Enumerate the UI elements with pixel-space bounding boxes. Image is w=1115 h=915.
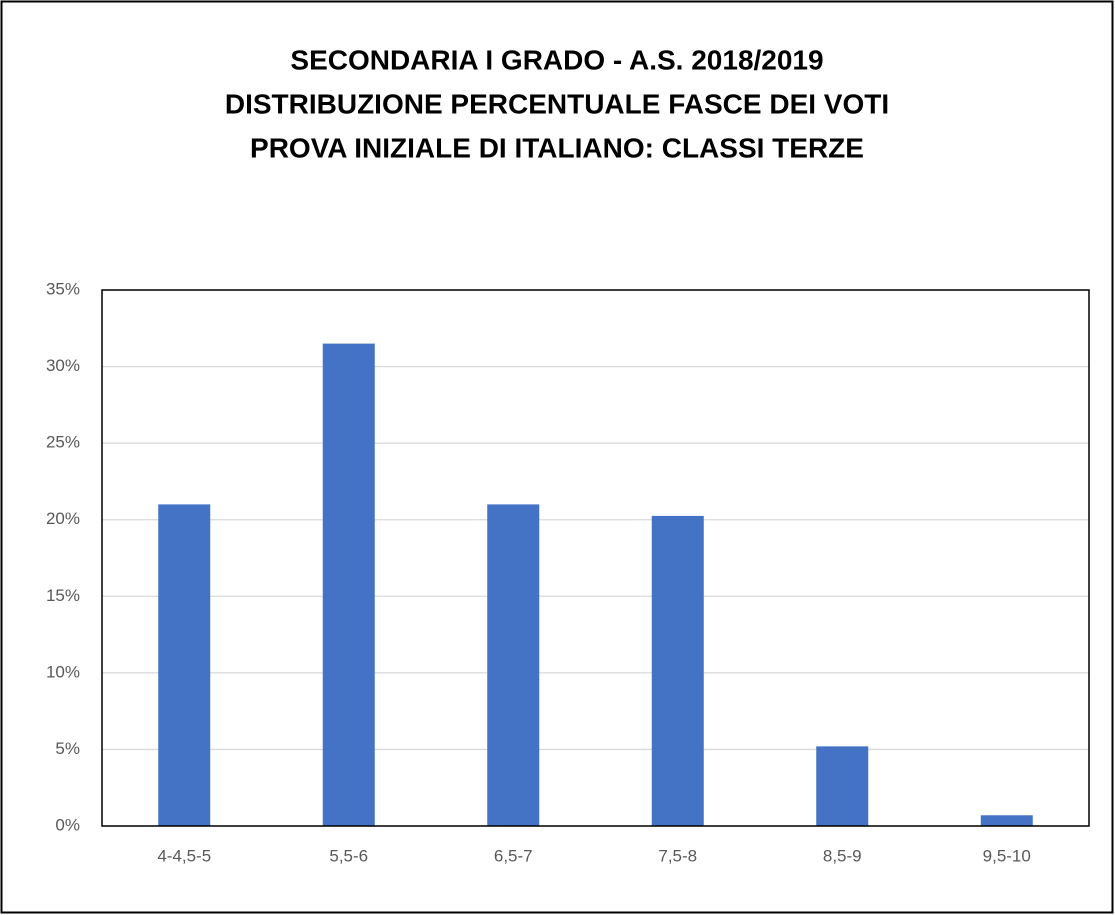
x-tick-label: 6,5-7 (494, 846, 533, 865)
bar (487, 504, 540, 826)
x-tick-label: 4-4,5-5 (157, 846, 211, 865)
y-tick-label: 15% (46, 586, 80, 605)
y-tick-label: 5% (55, 739, 80, 758)
x-tick-label: 8,5-9 (823, 846, 862, 865)
chart-title: PROVA INIZIALE DI ITALIANO: CLASSI TERZE (250, 132, 864, 163)
bar (980, 815, 1033, 826)
bar (651, 515, 704, 826)
bar (158, 504, 211, 826)
chart-title: DISTRIBUZIONE PERCENTUALE FASCE DEI VOTI (225, 88, 889, 119)
plot-border (101, 289, 1090, 827)
y-tick-label: 30% (46, 356, 80, 375)
y-tick-label: 0% (55, 815, 80, 834)
chart-title: SECONDARIA I GRADO - A.S. 2018/2019 (290, 44, 823, 75)
y-tick-label: 10% (46, 662, 80, 681)
bar (816, 746, 869, 826)
x-tick-label: 7,5-8 (658, 846, 697, 865)
x-tick-label: 5,5-6 (329, 846, 368, 865)
y-tick-label: 35% (46, 279, 80, 298)
y-tick-label: 25% (46, 433, 80, 452)
bar (322, 343, 375, 826)
y-tick-label: 20% (46, 509, 80, 528)
x-tick-label: 9,5-10 (983, 846, 1031, 865)
